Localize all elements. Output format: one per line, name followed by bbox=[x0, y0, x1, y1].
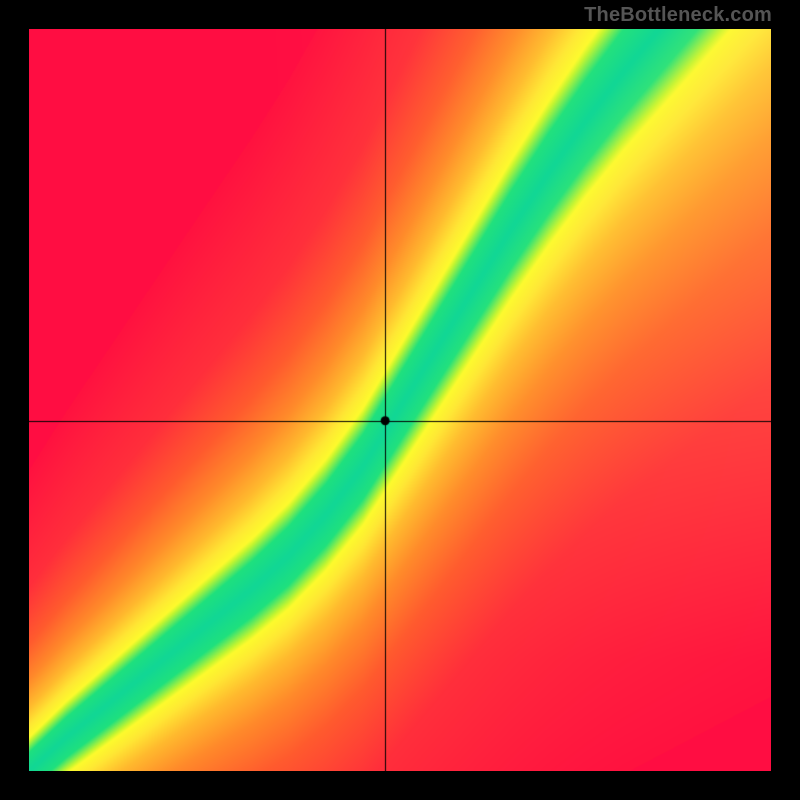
heatmap-canvas bbox=[29, 29, 771, 771]
watermark-text: TheBottleneck.com bbox=[584, 4, 772, 27]
chart-container: TheBottleneck.com bbox=[0, 0, 800, 800]
